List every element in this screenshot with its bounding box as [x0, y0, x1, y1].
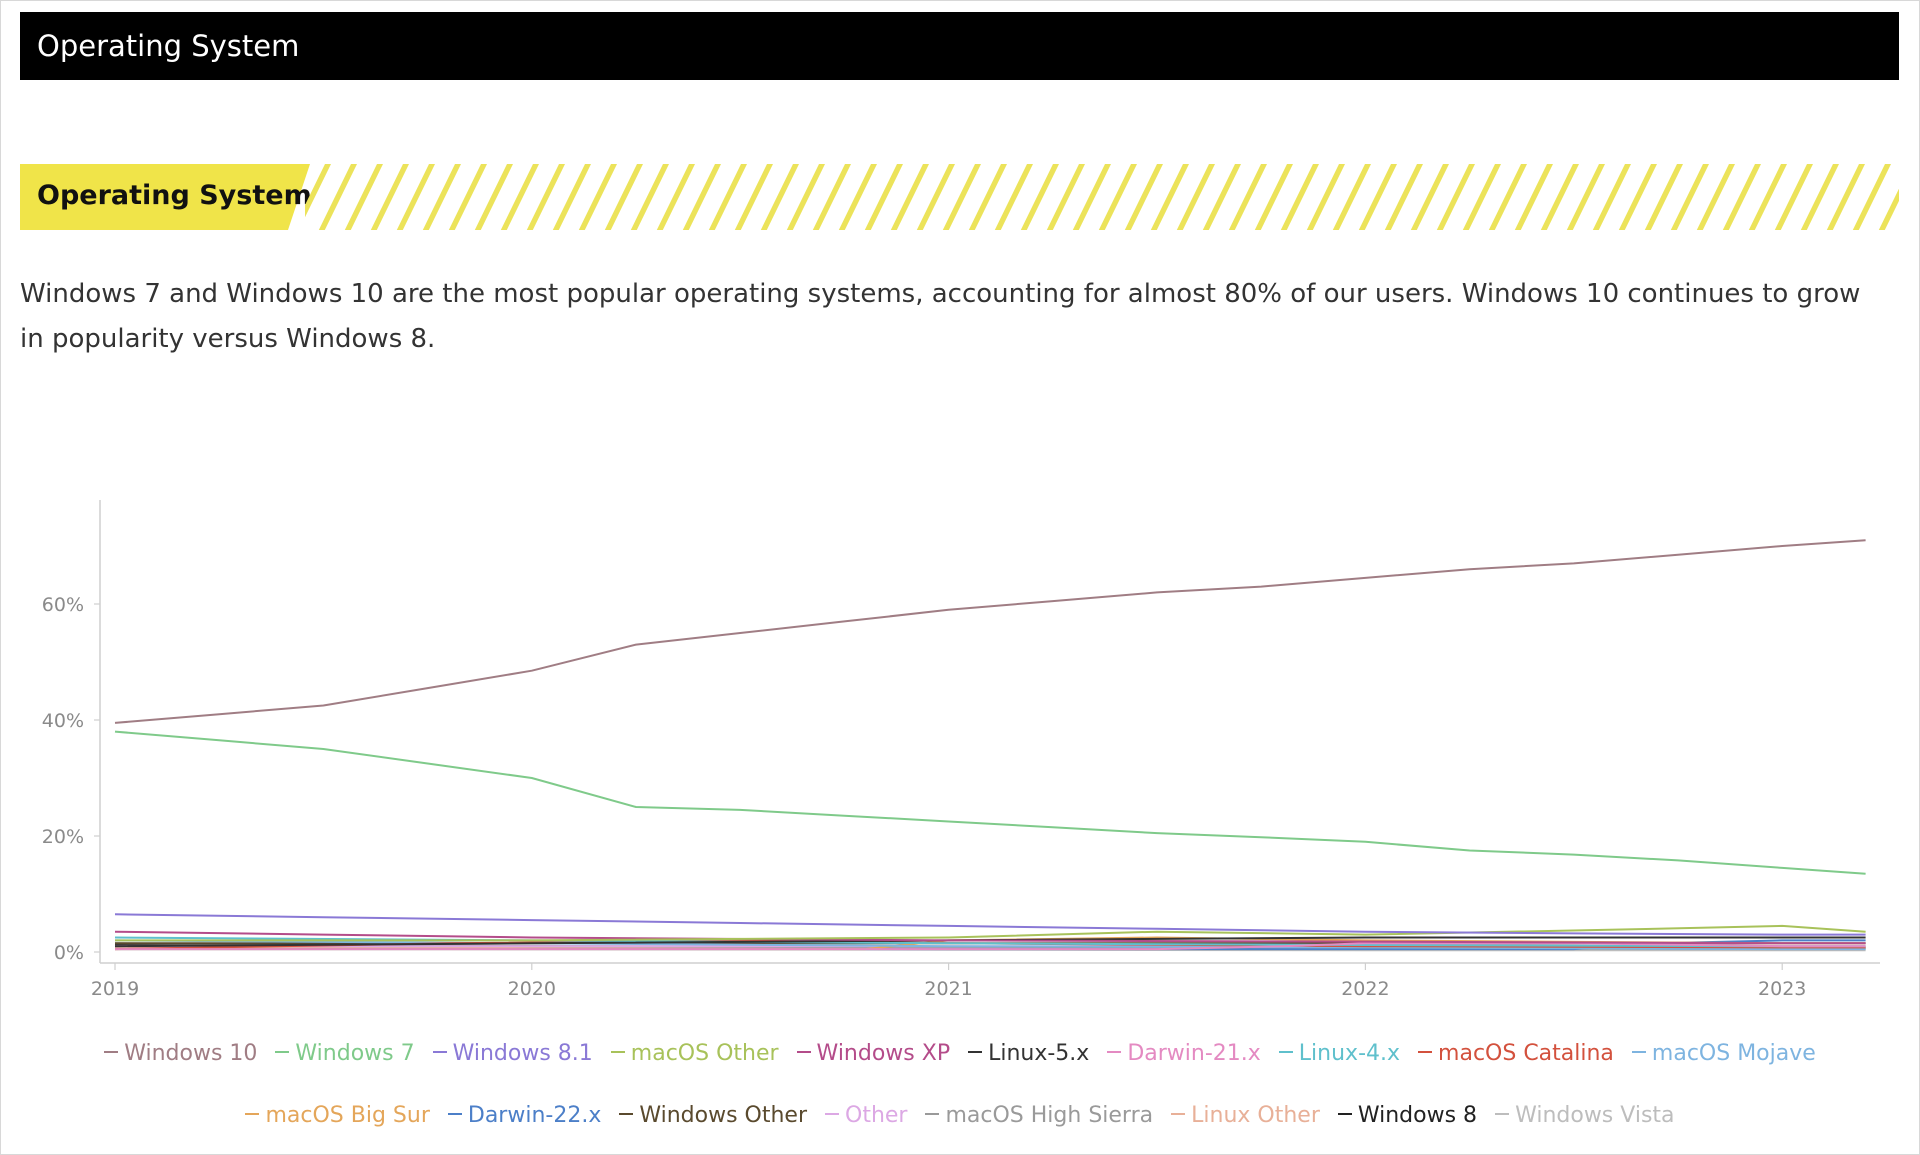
legend-swatch: [1337, 1113, 1352, 1115]
legend-item[interactable]: Darwin-21.x: [1107, 1040, 1261, 1068]
legend-label: macOS High Sierra: [945, 1103, 1154, 1128]
legend-label: Windows 10: [124, 1041, 258, 1066]
legend-label: macOS Other: [630, 1041, 779, 1066]
legend-item[interactable]: Linux-4.x: [1278, 1040, 1401, 1068]
legend-row: macOS Big Sur Darwin-22.x Windows Other Oth…: [20, 1102, 1900, 1130]
legend-label: Linux Other: [1191, 1103, 1320, 1128]
series-line: [114, 539, 1866, 724]
legend-item[interactable]: Windows Vista: [1495, 1102, 1675, 1130]
legend-swatch: [432, 1051, 447, 1053]
legend-swatch: [925, 1113, 940, 1115]
legend-item[interactable]: Darwin-22.x: [447, 1102, 602, 1130]
chart-area: 0% 20% 40% 60% 2019 2020 2021 2022 2023: [0, 480, 1920, 1155]
legend-item[interactable]: macOS Catalina: [1418, 1040, 1614, 1068]
legend-item[interactable]: Windows XP: [796, 1040, 951, 1068]
chart-description: Windows 7 and Windows 10 are the most po…: [20, 279, 1861, 354]
legend-label: macOS Big Sur: [265, 1103, 430, 1128]
series-line: [114, 913, 1866, 936]
legend-label: Windows 7: [295, 1041, 415, 1066]
legend-item[interactable]: Windows 7: [275, 1040, 415, 1068]
series-line: [114, 730, 1866, 875]
header-title: Operating System: [37, 29, 300, 63]
line-chart: 0% 20% 40% 60% 2019 2020 2021 2022 2023: [42, 500, 1880, 1000]
section-title: Operating System: [37, 180, 312, 211]
decorative-stripes: [305, 164, 1899, 230]
legend-swatch: [104, 1051, 119, 1053]
legend-label: macOS Mojave: [1651, 1041, 1816, 1066]
x-tick-label: 2020: [508, 978, 556, 1000]
legend-label: Windows Other: [639, 1103, 808, 1128]
legend-swatch: [447, 1113, 462, 1115]
legend-item[interactable]: Windows Other: [619, 1102, 807, 1130]
series-line: [115, 924, 1866, 942]
y-tick-label: 0%: [54, 942, 84, 964]
legend-swatch: [796, 1051, 811, 1053]
legend-label: Windows XP: [816, 1041, 951, 1066]
legend-swatch: [1107, 1051, 1122, 1053]
legend-label: Other: [845, 1103, 908, 1128]
legend-label: Darwin-22.x: [467, 1103, 602, 1128]
legend-item[interactable]: Linux-5.x: [968, 1040, 1089, 1068]
legend-item[interactable]: Linux Other: [1171, 1102, 1320, 1130]
section-banner: Operating System: [20, 164, 1899, 230]
legend-swatch: [1171, 1113, 1186, 1115]
legend-item[interactable]: macOS Big Sur: [245, 1102, 430, 1130]
series-line: [114, 930, 1866, 945]
legend-item[interactable]: macOS Other: [610, 1040, 779, 1068]
legend-swatch: [275, 1051, 290, 1053]
legend-swatch: [245, 1113, 260, 1115]
legend-item[interactable]: Windows 8.1: [432, 1040, 593, 1068]
legend-label: Darwin-21.x: [1127, 1041, 1261, 1066]
legend-label: Windows Vista: [1515, 1103, 1675, 1128]
legend-swatch: [1278, 1051, 1293, 1053]
y-tick-label: 20%: [42, 826, 84, 848]
y-tick-label: 60%: [42, 594, 84, 616]
x-tick-label: 2021: [924, 978, 972, 1000]
legend-item[interactable]: Windows 8: [1337, 1102, 1478, 1130]
legend-swatch: [1631, 1051, 1646, 1053]
legend-label: Linux-4.x: [1298, 1041, 1401, 1066]
legend-swatch: [825, 1113, 840, 1115]
legend-swatch: [619, 1113, 634, 1115]
legend-label: Windows 8: [1357, 1103, 1478, 1128]
header-bar: Operating System: [20, 12, 1899, 80]
x-tick-label: 2019: [91, 978, 139, 1000]
legend-swatch: [1495, 1113, 1510, 1115]
x-tick-label: 2022: [1341, 978, 1389, 1000]
legend-swatch: [610, 1051, 625, 1053]
legend-label: Windows 8.1: [452, 1041, 593, 1066]
legend-label: Linux-5.x: [988, 1041, 1090, 1066]
legend-swatch: [1418, 1051, 1433, 1053]
legend-item[interactable]: macOS High Sierra: [925, 1102, 1153, 1130]
legend-item[interactable]: Windows 10: [104, 1040, 257, 1068]
y-tick-label: 40%: [42, 710, 84, 732]
legend-item[interactable]: macOS Mojave: [1631, 1040, 1816, 1068]
section-label-background: [20, 164, 310, 230]
series-line: [115, 942, 1866, 951]
legend-item[interactable]: Other: [825, 1102, 907, 1130]
x-tick-label: 2023: [1758, 978, 1806, 1000]
series-line: [114, 936, 1866, 948]
legend-swatch: [968, 1051, 983, 1053]
legend-label: macOS Catalina: [1438, 1041, 1614, 1066]
legend-row: Windows 10 Windows 7 Windows 8.1 macOS Othe…: [20, 1040, 1900, 1068]
